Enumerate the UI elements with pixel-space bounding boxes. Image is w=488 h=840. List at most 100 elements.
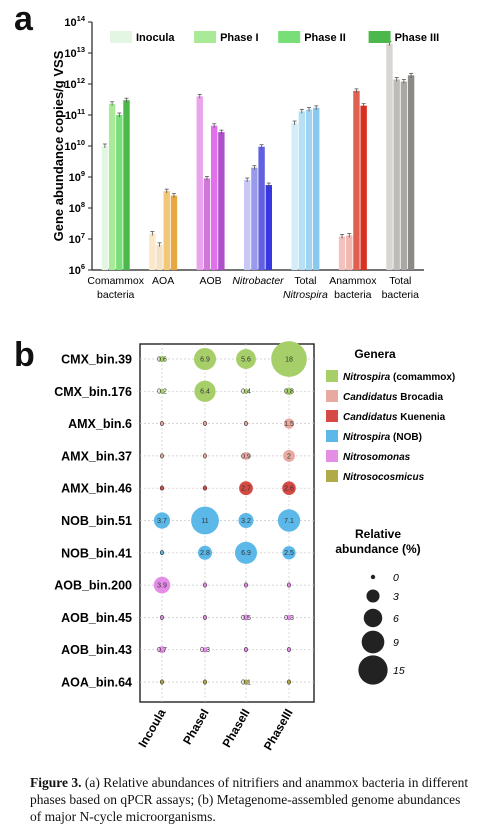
genome-label: AMX_bin.6 — [68, 417, 132, 431]
bubble — [202, 582, 208, 588]
bubble-value: 0 — [160, 550, 164, 557]
bar — [244, 180, 251, 270]
caption-text: (a) Relative abundances of nitrifiers an… — [30, 775, 469, 824]
genome-label: NOB_bin.51 — [61, 514, 132, 528]
x-tick-label: bacteria — [382, 289, 420, 301]
legend-label: Phase III — [395, 32, 440, 44]
size-legend-label: 3 — [393, 591, 399, 603]
genome-label: NOB_bin.41 — [61, 546, 132, 560]
bar — [346, 235, 353, 270]
y-tick-label: 1014 — [64, 14, 85, 29]
bubble-value: 5.6 — [241, 356, 251, 363]
bubble-value: 0 — [287, 583, 291, 590]
bubble — [194, 380, 216, 402]
bar — [156, 244, 163, 270]
bubble-value: 0 — [203, 615, 207, 622]
bar — [203, 178, 211, 270]
size-legend-bubble — [363, 608, 383, 628]
bubble — [286, 582, 292, 588]
bubble-value: 0 — [160, 453, 164, 460]
bar — [360, 105, 367, 271]
bar — [386, 43, 393, 270]
x-tick-label: Nitrospira — [283, 289, 328, 301]
legend-swatch — [368, 31, 391, 43]
panel-a-letter: a — [14, 0, 33, 38]
bar — [291, 123, 298, 270]
bubble-value: 3.2 — [241, 518, 251, 525]
bubble — [153, 576, 171, 594]
x-tick-label: bacteria — [97, 289, 135, 301]
genome-label: AMX_bin.46 — [61, 482, 132, 496]
bubble — [159, 453, 165, 459]
bar — [258, 146, 265, 270]
genome-label: AOB_bin.200 — [54, 579, 132, 593]
genera-legend-title: Genera — [354, 347, 396, 361]
bubble — [202, 679, 208, 685]
bubble — [236, 349, 256, 369]
bubble-value: 0 — [287, 679, 291, 686]
legend-swatch — [110, 31, 132, 43]
bubble — [159, 615, 165, 620]
bubble-value: 0.8 — [284, 389, 294, 396]
x-tick-label: Total — [389, 275, 411, 287]
bubble-value: 0 — [160, 615, 164, 622]
bubble-value: 0 — [287, 647, 291, 654]
y-axis-label: Gene abundance copies/g VSS — [51, 50, 66, 241]
bubble-value: 0.1 — [241, 679, 251, 686]
x-tick-label: AOB — [199, 275, 221, 287]
bubble-value: 0.9 — [241, 453, 251, 460]
genera-swatch — [326, 390, 338, 402]
bubble-value: 0.7 — [157, 647, 167, 654]
bubble — [285, 387, 293, 396]
bubble-value: 2.7 — [241, 486, 251, 493]
size-legend-label: 6 — [393, 613, 399, 625]
bubble — [282, 546, 296, 560]
bar — [400, 81, 408, 270]
bubble-value: 0 — [203, 679, 207, 686]
caption-label: Figure 3. — [30, 775, 82, 790]
bar — [218, 132, 225, 270]
phase-label: PhaseIII — [261, 707, 296, 753]
size-legend-subtitle: abundance (%) — [335, 542, 420, 556]
bubble — [243, 388, 249, 394]
bubble — [153, 512, 171, 529]
bubble — [282, 481, 296, 495]
genome-label: AOA_bin.64 — [61, 676, 132, 690]
bubble-value: 0.6 — [157, 356, 167, 363]
bubble-value: 0.2 — [157, 389, 167, 396]
bubble — [159, 550, 165, 555]
genera-label: Candidatus Kuenenia — [343, 412, 446, 423]
phase-label: Incoula — [135, 706, 168, 750]
genera-swatch — [326, 410, 338, 422]
genome-label: AOB_bin.43 — [61, 643, 132, 657]
bubble — [283, 418, 295, 429]
x-tick-label: Nitrobacter — [232, 275, 284, 287]
bubble — [242, 451, 250, 460]
bar — [149, 233, 156, 270]
bar — [265, 185, 272, 270]
x-tick-label: Total — [294, 275, 316, 287]
genera-label: Nitrospira (NOB) — [343, 432, 422, 443]
size-legend-bubble — [358, 655, 388, 685]
bubble — [243, 614, 249, 621]
bubble-value: 0.3 — [284, 615, 294, 622]
size-legend-bubble — [370, 574, 376, 580]
bubble-value: 0 — [203, 453, 207, 460]
genera-label: Nitrosocosmicus — [343, 472, 425, 483]
bubble — [202, 486, 208, 491]
bubble — [191, 506, 219, 535]
bar — [210, 125, 218, 270]
bar — [170, 195, 178, 270]
legend-label: Inocula — [136, 32, 175, 44]
bubble-value: 11 — [201, 518, 208, 525]
bubble-value: 0 — [160, 421, 164, 428]
bar — [123, 100, 130, 270]
legend-swatch — [278, 31, 301, 43]
y-tick-label: 108 — [69, 200, 85, 215]
bubble — [283, 449, 295, 462]
x-tick-label: AOA — [152, 275, 174, 287]
bar — [407, 75, 415, 270]
bubble-value: 0.3 — [200, 647, 210, 654]
bubble-value: 2.5 — [284, 550, 294, 557]
bubble — [286, 679, 292, 685]
